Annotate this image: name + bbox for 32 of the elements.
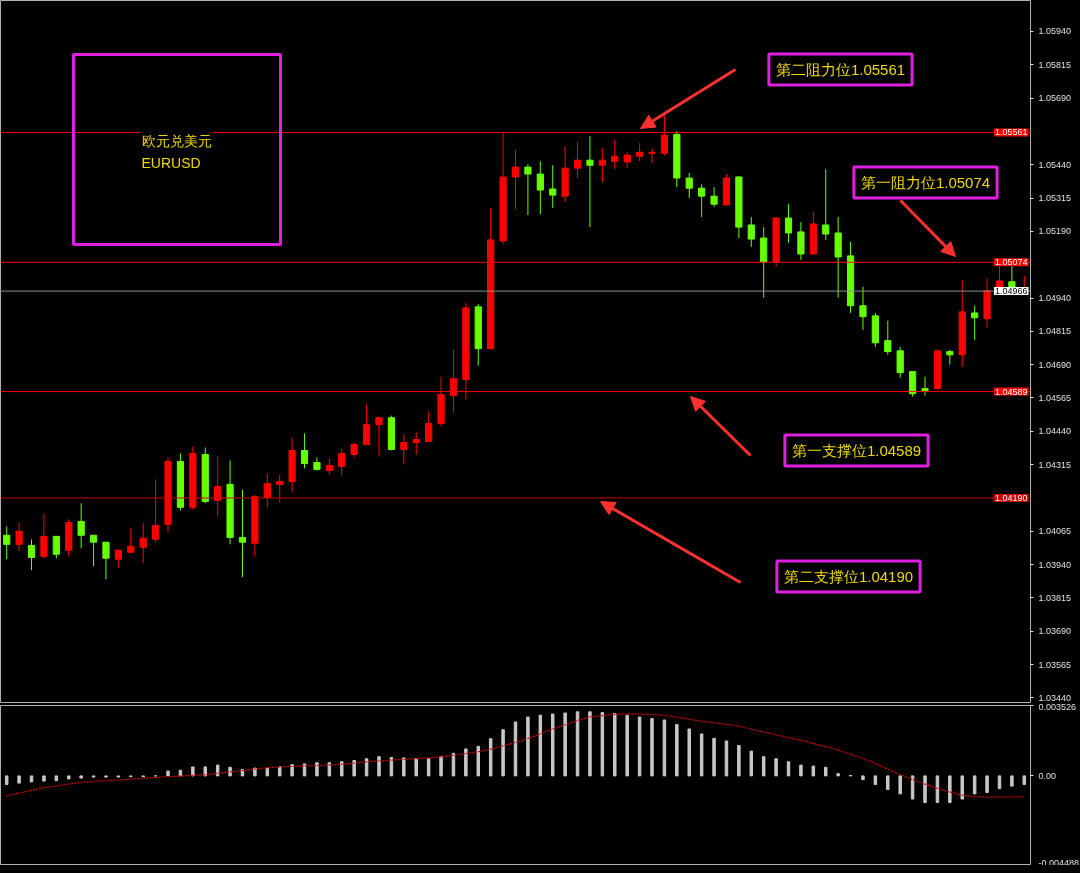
y-tick-label: 1.05690 — [1038, 93, 1072, 104]
y-tick-label: 1.04815 — [1038, 326, 1072, 337]
ref-line-label: 1.04589 — [994, 386, 1028, 397]
y-tick-label: 1.05440 — [1038, 159, 1072, 170]
y-tick-label: 1.03940 — [1038, 559, 1072, 570]
y-tick-label: 1.04940 — [1038, 293, 1072, 304]
y-tick-label: 0.00 — [1038, 770, 1057, 781]
y-tick-label: 1.05315 — [1038, 193, 1072, 204]
y-tick-label: 1.03440 — [1038, 692, 1072, 703]
y-tick-label: -0.004488 — [1038, 857, 1080, 868]
y-tick-label: 0.003526 — [1038, 701, 1077, 712]
y-tick-label: 1.05190 — [1038, 226, 1072, 237]
annotation: 第一支撑位1.04589 — [791, 442, 922, 459]
ref-line-label: 1.05561 — [994, 127, 1028, 138]
y-tick-label: 1.04065 — [1038, 526, 1072, 537]
annotation: 第二阻力位1.05561 — [775, 61, 906, 78]
y-tick-label: 1.05940 — [1038, 26, 1072, 37]
y-tick-label: 1.05815 — [1038, 59, 1072, 70]
ref-line-label: 1.04190 — [994, 492, 1028, 503]
y-tick-label: 1.03690 — [1038, 626, 1072, 637]
y-tick-label: 1.04690 — [1038, 359, 1072, 370]
annotation: 欧元兑美元 — [141, 132, 212, 149]
y-tick-label: 1.04315 — [1038, 459, 1072, 470]
annotation: EURUSD — [141, 154, 201, 171]
ref-line-label: 1.05074 — [994, 257, 1028, 268]
annotation: 第二支撑位1.04190 — [783, 568, 914, 585]
annotation: 第一阻力位1.05074 — [860, 174, 991, 191]
y-tick-label: 1.04440 — [1038, 426, 1072, 437]
y-tick-label: 1.03815 — [1038, 592, 1072, 603]
y-tick-label: 1.04565 — [1038, 392, 1072, 403]
ref-line-label: 1.04966 — [994, 286, 1028, 297]
y-tick-label: 1.03565 — [1038, 659, 1072, 670]
